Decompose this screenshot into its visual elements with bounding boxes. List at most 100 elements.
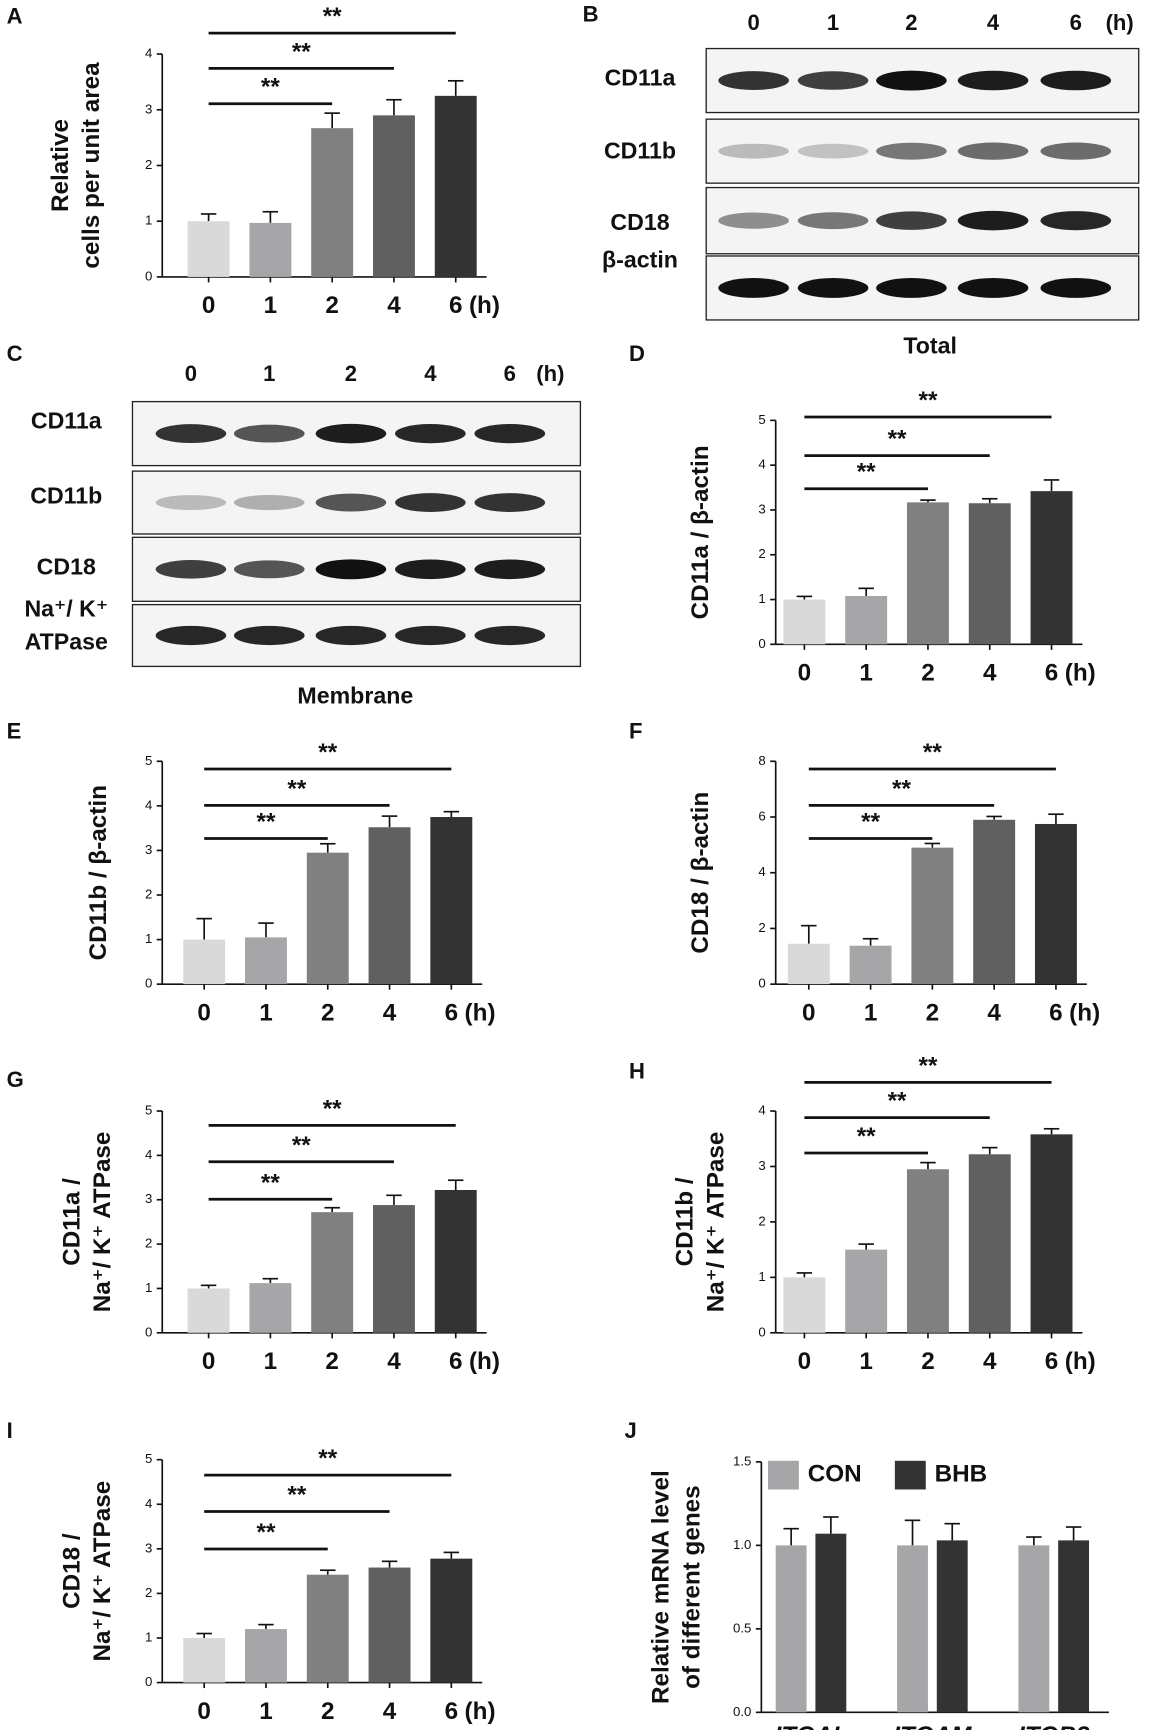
panel-label: D bbox=[629, 341, 645, 366]
x-tick-label: 6 bbox=[1049, 999, 1063, 1026]
lane-label: 0 bbox=[748, 10, 760, 35]
bar bbox=[187, 221, 230, 277]
legend-swatch bbox=[894, 1460, 926, 1490]
y-axis-label: Na⁺/ K⁺ ATPase bbox=[703, 1132, 730, 1313]
bar bbox=[430, 1558, 473, 1683]
y-tick-label: 3 bbox=[145, 842, 152, 857]
y-tick-label: 3 bbox=[758, 1158, 765, 1173]
y-axis-label: CD11a / bbox=[58, 1178, 85, 1266]
x-tick-label: 0 bbox=[202, 1348, 216, 1375]
y-tick-label: 0 bbox=[145, 268, 152, 283]
y-tick-label: 1 bbox=[758, 591, 765, 606]
x-tick-label: 4 bbox=[987, 999, 1001, 1026]
x-unit: (h) bbox=[469, 1348, 500, 1375]
y-tick-label: 0 bbox=[145, 1674, 152, 1689]
y-tick-label: 4 bbox=[145, 1147, 152, 1162]
significance-label: ** bbox=[888, 426, 907, 453]
bar bbox=[1030, 1134, 1073, 1333]
y-tick-label: 6 bbox=[758, 809, 765, 824]
row-label: CD11a bbox=[31, 408, 103, 434]
x-unit: (h) bbox=[469, 292, 500, 319]
row-label: CD18 bbox=[37, 553, 96, 579]
bar bbox=[849, 945, 892, 985]
bar bbox=[245, 937, 287, 985]
y-tick-label: 1 bbox=[145, 1629, 152, 1644]
lane-unit: (h) bbox=[536, 361, 564, 386]
lane-unit: (h) bbox=[1106, 10, 1134, 35]
y-tick-label: 2 bbox=[145, 887, 152, 902]
blot-band bbox=[718, 212, 789, 229]
bar bbox=[845, 595, 888, 645]
y-tick-label: 5 bbox=[758, 412, 765, 427]
x-tick-label: 1 bbox=[264, 1348, 278, 1375]
bar bbox=[845, 1249, 888, 1333]
bar bbox=[897, 1545, 928, 1713]
bar bbox=[783, 599, 826, 645]
bar bbox=[368, 1567, 411, 1683]
panel-label: A bbox=[7, 3, 23, 28]
y-axis-label: CD18 / bbox=[58, 1533, 85, 1609]
blot-band bbox=[797, 212, 869, 230]
y-tick-label: 4 bbox=[758, 864, 765, 879]
y-tick-label: 4 bbox=[145, 1496, 152, 1511]
panel-label: F bbox=[629, 718, 642, 743]
lane-label: 0 bbox=[185, 361, 197, 386]
bar bbox=[1058, 1540, 1090, 1713]
bar bbox=[249, 222, 292, 277]
significance-label: ** bbox=[323, 3, 342, 30]
row-label: β-actin bbox=[602, 247, 678, 273]
x-tick-label: 0 bbox=[197, 999, 211, 1026]
lane-label: 1 bbox=[827, 10, 839, 35]
y-tick-label: 0 bbox=[145, 976, 152, 991]
x-tick-label: 4 bbox=[983, 1348, 997, 1375]
significance-label: ** bbox=[892, 775, 911, 802]
lane-label: 6 bbox=[1070, 10, 1082, 35]
y-tick-label: 0.5 bbox=[733, 1620, 751, 1635]
significance-label: ** bbox=[888, 1088, 907, 1115]
blot-caption: Membrane bbox=[297, 682, 413, 708]
panel-label: I bbox=[7, 1418, 13, 1443]
bar bbox=[968, 503, 1011, 645]
blot-band bbox=[1040, 70, 1112, 91]
y-tick-label: 1 bbox=[758, 1269, 765, 1284]
panel-label: J bbox=[625, 1418, 637, 1443]
y-tick-label: 4 bbox=[145, 797, 152, 812]
x-tick-label: 1 bbox=[259, 1698, 273, 1725]
lane-label: 4 bbox=[424, 361, 437, 386]
bar bbox=[434, 95, 477, 277]
bar bbox=[249, 1283, 292, 1333]
significance-label: ** bbox=[919, 387, 938, 414]
x-tick-label: 4 bbox=[387, 292, 401, 319]
x-tick-label: 2 bbox=[921, 660, 935, 687]
bar bbox=[311, 1212, 354, 1333]
blot-band bbox=[876, 211, 947, 230]
y-tick-label: 4 bbox=[758, 457, 765, 472]
y-tick-label: 0.0 bbox=[733, 1704, 751, 1719]
bar bbox=[372, 1205, 415, 1333]
blot-band bbox=[315, 423, 387, 444]
y-tick-label: 2 bbox=[758, 546, 765, 561]
x-tick-label: 0 bbox=[197, 1698, 211, 1725]
significance-label: ** bbox=[287, 1482, 306, 1509]
bar bbox=[187, 1288, 230, 1333]
y-tick-label: 5 bbox=[145, 1103, 152, 1118]
significance-label: ** bbox=[292, 38, 311, 65]
bar bbox=[906, 1169, 949, 1333]
bar bbox=[368, 827, 411, 985]
row-label: CD11b bbox=[604, 137, 676, 163]
blot-band bbox=[474, 493, 546, 512]
blot-band bbox=[315, 625, 387, 646]
x-tick-label: 6 bbox=[449, 1348, 463, 1375]
blot-band bbox=[395, 625, 466, 646]
x-tick-label: 1 bbox=[264, 292, 278, 319]
bar bbox=[973, 819, 1016, 985]
x-tick-label: ITGAM bbox=[893, 1722, 972, 1730]
y-axis-label: CD11b / β-actin bbox=[85, 785, 112, 960]
y-tick-label: 2 bbox=[758, 1213, 765, 1228]
y-tick-label: 0 bbox=[145, 1324, 152, 1339]
bar bbox=[311, 128, 354, 277]
blot-band bbox=[155, 560, 227, 579]
y-tick-label: 0 bbox=[758, 976, 765, 991]
significance-label: ** bbox=[287, 775, 306, 802]
